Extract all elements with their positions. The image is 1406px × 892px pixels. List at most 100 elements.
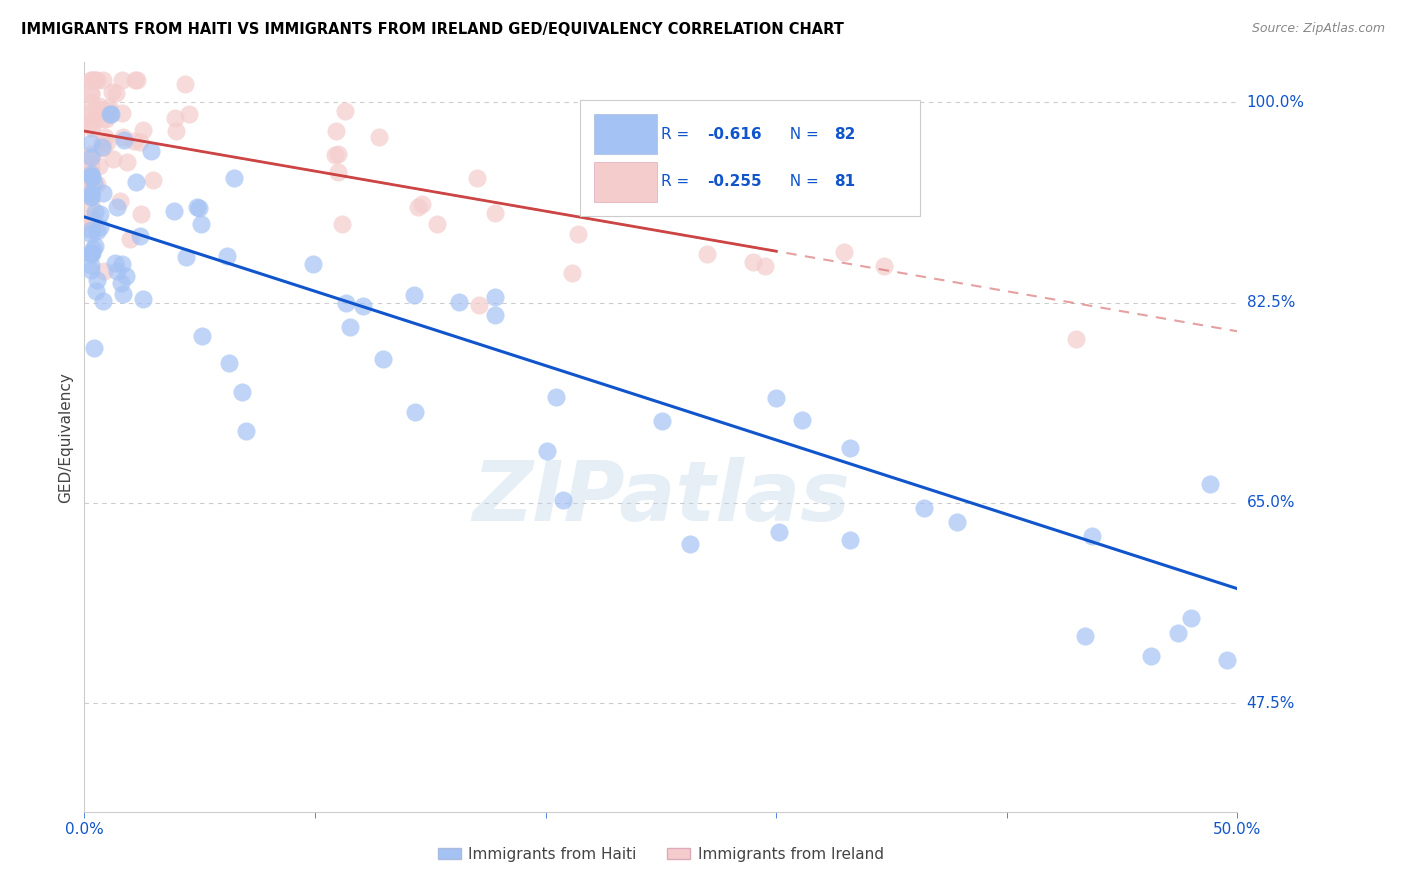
Point (80, 247, 103, 261)
Point (83, 239, 105, 253)
Point (1140, 648, 1163, 663)
Legend: Immigrants from Haiti, Immigrants from Ireland: Immigrants from Haiti, Immigrants from I… (432, 840, 890, 868)
Point (468, 298, 491, 312)
Point (80, 210, 103, 224)
Point (132, 123, 155, 137)
Point (122, 134, 145, 148)
Text: N =: N = (779, 127, 823, 142)
Point (1074, 629, 1097, 643)
Point (741, 255, 763, 269)
Point (484, 308, 506, 322)
Point (103, 152, 125, 166)
Point (132, 292, 155, 306)
Point (873, 259, 896, 273)
Text: 65.0%: 65.0% (1247, 495, 1295, 510)
Point (80, 169, 103, 183)
Point (89, 207, 111, 221)
Point (465, 170, 488, 185)
Point (89, 219, 111, 234)
Point (832, 245, 855, 260)
Point (105, 200, 128, 214)
Point (231, 384, 253, 399)
FancyBboxPatch shape (593, 114, 658, 154)
Point (96, 112, 118, 127)
Point (84, 101, 107, 115)
Point (325, 123, 347, 137)
Point (339, 319, 361, 334)
FancyBboxPatch shape (593, 161, 658, 202)
Point (80, 227, 103, 241)
Point (402, 288, 425, 302)
Point (100, 107, 122, 121)
Point (80, 183, 103, 197)
Point (302, 257, 325, 271)
Point (1180, 611, 1202, 625)
Point (80, 121, 103, 136)
Point (768, 524, 790, 539)
Point (129, 136, 152, 150)
Point (91, 141, 114, 155)
Point (80, 119, 103, 133)
Point (839, 533, 862, 547)
Text: Source: ZipAtlas.com: Source: ZipAtlas.com (1251, 22, 1385, 36)
Point (86, 72, 108, 87)
Text: N =: N = (779, 174, 823, 189)
Point (754, 259, 776, 273)
Point (536, 444, 558, 458)
Point (218, 356, 240, 370)
Point (105, 264, 128, 278)
Point (80, 150, 103, 164)
Point (165, 112, 187, 126)
Point (86, 273, 108, 287)
Point (173, 77, 195, 91)
Point (80, 263, 103, 277)
Point (80, 150, 103, 164)
Point (98, 107, 121, 121)
Point (546, 391, 568, 405)
Point (80, 246, 103, 260)
Point (80, 136, 103, 150)
Point (83, 72, 105, 87)
Point (83, 72, 105, 87)
Point (112, 130, 135, 145)
Text: R =: R = (661, 174, 695, 189)
Point (188, 201, 211, 215)
Text: 82: 82 (834, 127, 855, 142)
Point (551, 493, 574, 508)
Point (93, 72, 115, 87)
Point (128, 228, 150, 243)
Point (80, 109, 103, 123)
Point (80, 223, 103, 237)
Point (94, 130, 117, 145)
Point (80, 114, 103, 128)
Text: ZIPatlas: ZIPatlas (472, 457, 849, 538)
Point (406, 200, 429, 214)
Point (912, 500, 935, 515)
Point (328, 165, 350, 179)
Text: 47.5%: 47.5% (1247, 696, 1295, 711)
Point (91, 186, 114, 200)
Point (224, 170, 246, 185)
Point (839, 441, 862, 455)
Point (124, 72, 146, 87)
Point (139, 145, 162, 159)
Point (449, 294, 471, 309)
Point (946, 515, 969, 529)
Point (191, 328, 214, 343)
Point (83, 176, 105, 190)
Point (117, 155, 139, 169)
Point (326, 146, 349, 161)
Point (1198, 477, 1220, 491)
Point (93, 264, 115, 278)
Point (91, 293, 114, 308)
Point (91, 112, 114, 126)
Point (80, 72, 103, 87)
Point (333, 103, 356, 118)
Point (80, 186, 103, 201)
Point (80, 105, 103, 120)
Point (80, 172, 103, 186)
Point (80, 161, 103, 176)
Point (108, 194, 131, 208)
Point (104, 256, 127, 270)
Point (80, 189, 103, 203)
